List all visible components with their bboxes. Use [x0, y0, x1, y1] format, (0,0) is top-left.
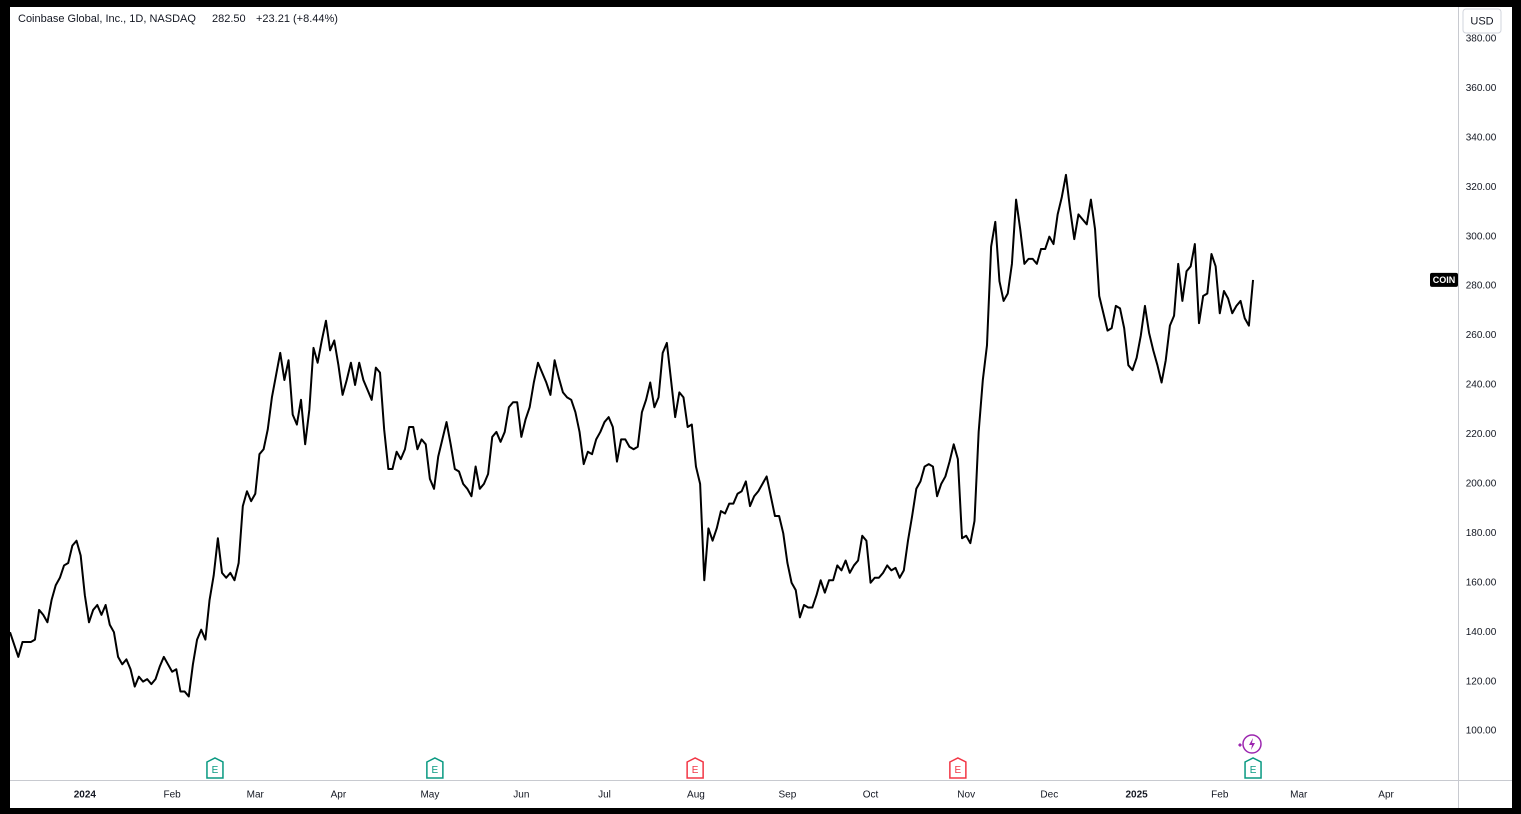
y-tick-label: 340.00 [1466, 132, 1497, 143]
x-tick-label: May [420, 790, 439, 801]
y-tick-label: 380.00 [1466, 34, 1497, 45]
earnings-label: E [692, 765, 699, 776]
currency[interactable]: USD [1470, 15, 1493, 27]
x-tick-label: Mar [247, 790, 265, 801]
earnings-label: E [212, 765, 219, 776]
series-name: COIN [1433, 275, 1456, 285]
y-tick-label: 160.00 [1466, 577, 1497, 588]
x-tick-label: Nov [957, 790, 975, 801]
x-tick-label: Oct [863, 790, 879, 801]
y-tick-label: 320.00 [1466, 182, 1497, 193]
x-tick-label: Apr [331, 790, 347, 801]
alert-bolt [1249, 738, 1255, 750]
y-tick-label: 120.00 [1466, 676, 1497, 687]
x-tick-label: Sep [779, 790, 797, 801]
y-tick-label: 140.00 [1466, 627, 1497, 638]
y-tick-label: 260.00 [1466, 330, 1497, 341]
plot-layer: 100.00 120.00 140.00 160.00 180.00 200.00 220.… [9, 34, 1497, 801]
earnings-marker [426, 757, 444, 779]
x-tick-label: Aug [687, 790, 705, 801]
chart-background [10, 7, 1512, 808]
x-tick-label: Feb [164, 790, 182, 801]
x-tick-label: Jul [598, 790, 611, 801]
x-tick-label: Dec [1040, 790, 1058, 801]
y-tick-label: 240.00 [1466, 380, 1497, 391]
chart-title: Coinbase Global, Inc., 1D, NASDAQ [18, 13, 196, 25]
y-tick-label: 200.00 [1466, 478, 1497, 489]
alert-spark [1238, 743, 1242, 747]
x-tick-label: Apr [1378, 790, 1394, 801]
x-tick-label: Mar [1290, 790, 1308, 801]
y-tick-label: 280.00 [1466, 281, 1497, 292]
series-tag [1430, 272, 1458, 287]
price: 282.50 [212, 13, 246, 25]
y-tick-label: 180.00 [1466, 528, 1497, 539]
change: +23.21 (+8.44%) [256, 13, 338, 25]
y-tick-label: 360.00 [1466, 83, 1497, 94]
x-tick-label: Feb [1211, 790, 1229, 801]
price-line [9, 173, 1255, 698]
x-tick-label: 2024 [74, 790, 97, 801]
currency-box[interactable] [1462, 8, 1502, 34]
x-tick-label: Jun [513, 790, 529, 801]
earnings-marker [686, 757, 704, 779]
y-tick-label: 300.00 [1466, 231, 1497, 242]
x-tick-label: 2025 [1126, 790, 1149, 801]
earnings-marker [1244, 757, 1262, 779]
earnings-label: E [955, 765, 962, 776]
y-tick-label: 100.00 [1466, 726, 1497, 737]
earnings-marker [206, 757, 224, 779]
earnings-label: E [432, 765, 439, 776]
earnings-marker [949, 757, 967, 779]
earnings-label: E [1250, 765, 1257, 776]
alert-icon[interactable] [1238, 734, 1262, 754]
y-tick-label: 220.00 [1466, 429, 1497, 440]
alert-ring [1242, 734, 1262, 754]
